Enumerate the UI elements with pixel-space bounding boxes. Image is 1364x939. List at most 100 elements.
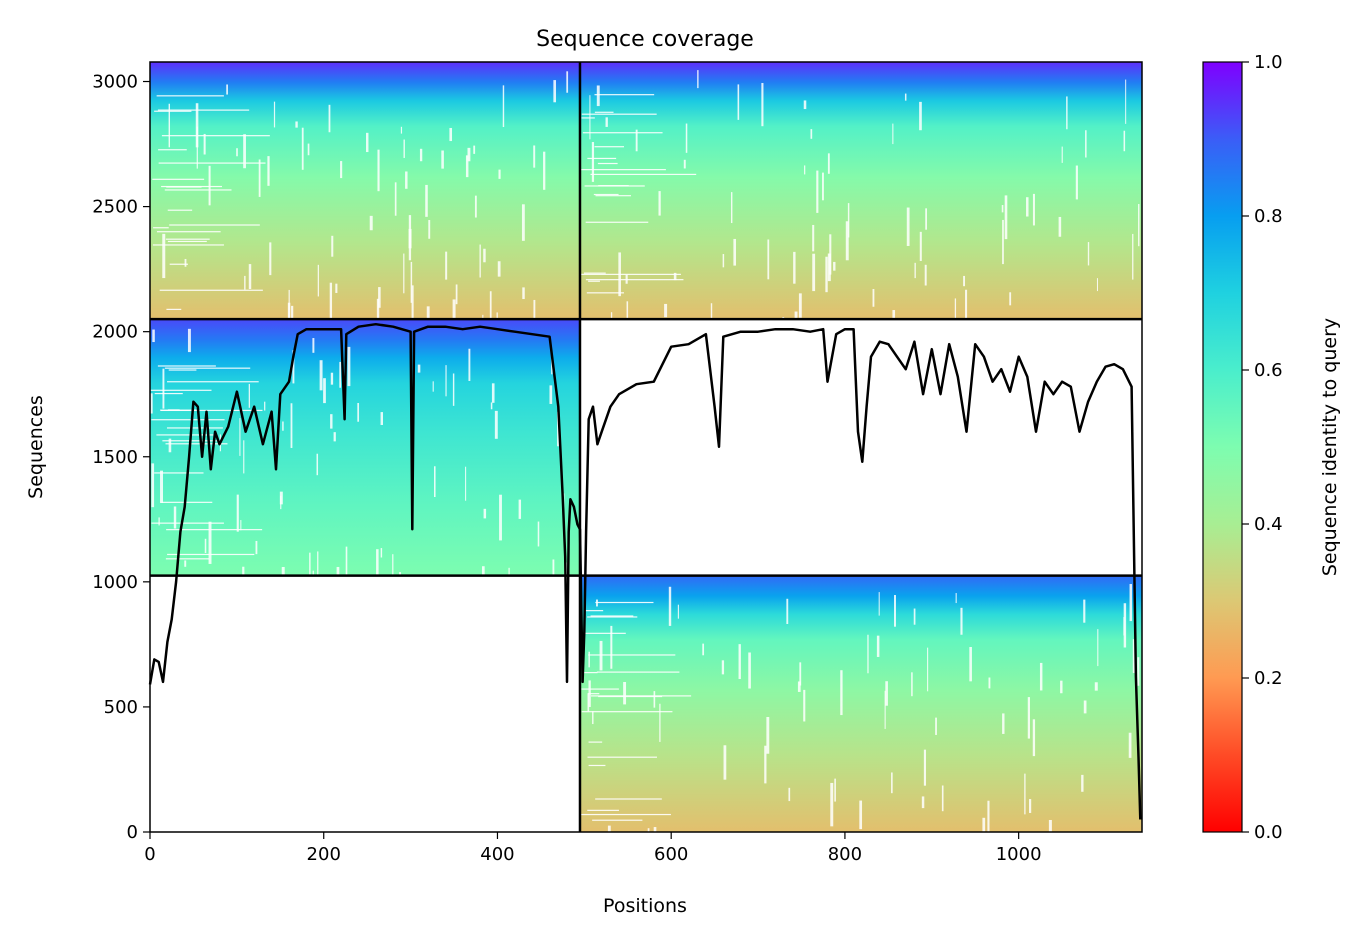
y-tick-label: 500: [104, 697, 138, 718]
coverage-gap: [894, 595, 896, 627]
coverage-gap: [1066, 96, 1068, 130]
coverage-gap-row: [161, 135, 270, 137]
coverage-gap: [403, 139, 405, 158]
coverage-gap-row: [580, 169, 666, 171]
coverage-gap-row: [590, 615, 634, 617]
block-bottom-right: [579, 575, 1142, 874]
coverage-gap: [673, 272, 677, 281]
coverage-gap: [794, 311, 798, 331]
x-tick-label: 0: [144, 844, 155, 865]
coverage-gap: [647, 828, 650, 874]
coverage-gap-row: [168, 369, 197, 371]
coverage-gap-row: [585, 279, 684, 281]
x-tick-label: 600: [654, 844, 688, 865]
plot-frame: [149, 61, 1143, 833]
coverage-gap-row: [583, 671, 598, 674]
coverage-gap-row: [154, 110, 192, 112]
coverage-gap: [292, 350, 295, 384]
coverage-gap: [432, 381, 434, 392]
coverage-gap: [312, 338, 315, 353]
coverage-gap: [885, 681, 888, 706]
coverage-gap: [1132, 639, 1135, 674]
coverage-gap: [491, 383, 495, 403]
coverage-gap: [307, 143, 310, 156]
coverage-gap: [988, 677, 991, 689]
block-top-left: [150, 62, 580, 349]
coverage-gap-row: [166, 308, 182, 310]
coverage-gap: [1125, 79, 1127, 124]
coverage-gap: [489, 291, 492, 331]
coverage-gap-row: [588, 693, 600, 695]
y-tick-label: 0: [127, 822, 138, 843]
coverage-gap: [329, 282, 333, 320]
coverage-gap: [921, 796, 925, 809]
coverage-gap: [596, 85, 600, 107]
coverage-gap: [723, 745, 727, 780]
x-axis-ticks: 0 200 400 600 800 1000: [144, 832, 1042, 865]
coverage-gap: [954, 298, 957, 324]
coverage-gap-row: [166, 427, 223, 429]
coverage-gap: [793, 251, 796, 284]
coverage-gap: [683, 159, 686, 169]
coverage-gap: [1060, 680, 1063, 694]
coverage-gap: [347, 346, 351, 387]
coverage-gap: [553, 80, 557, 103]
coverage-gap-row: [595, 601, 654, 604]
coverage-gap: [1123, 603, 1127, 648]
colorbar-tick-label: 0.0: [1254, 822, 1283, 843]
coverage-gap: [236, 148, 238, 157]
coverage-gap: [419, 148, 423, 162]
coverage-gap-row: [161, 501, 213, 503]
coverage-gap-row: [167, 209, 193, 211]
coverage-gap-row: [580, 813, 671, 816]
coverage-gap-row: [152, 244, 224, 246]
y-tick-label: 3000: [92, 72, 138, 93]
coverage-gap: [483, 508, 487, 519]
coverage-gap: [552, 559, 555, 580]
coverage-gap-row: [582, 132, 663, 134]
coverage-gap-row: [594, 94, 655, 96]
coverage-gap: [267, 156, 270, 186]
coverage-gap: [816, 170, 819, 213]
coverage-gap: [452, 373, 455, 406]
coverage-blocks: [150, 62, 1142, 874]
coverage-gap: [605, 117, 608, 127]
colorbar-label: Sequence identity to query: [1319, 318, 1341, 576]
coverage-gap: [151, 463, 155, 508]
coverage-gap: [498, 169, 501, 179]
coverage-gap: [1123, 130, 1126, 152]
coverage-gap: [845, 221, 849, 261]
coverage-gap: [184, 258, 187, 267]
coverage-gap: [400, 126, 403, 134]
coverage-gap: [1004, 195, 1008, 240]
coverage-gap: [913, 608, 916, 625]
coverage-gap-row: [594, 111, 614, 113]
coverage-gap: [892, 123, 894, 145]
x-tick-label: 800: [828, 844, 862, 865]
coverage-gap: [533, 299, 536, 334]
coverage-gap: [291, 305, 294, 327]
coverage-gap-row: [161, 185, 222, 188]
coverage-gap: [279, 491, 283, 505]
coverage-gap: [236, 494, 239, 532]
coverage-gap: [884, 690, 886, 729]
coverage-gap: [467, 147, 471, 162]
coverage-gap: [1129, 584, 1132, 622]
y-tick-label: 2500: [92, 197, 138, 218]
coverage-gap: [1058, 216, 1062, 237]
coverage-gap: [1138, 204, 1140, 247]
block-bottom-right-fill: [579, 575, 1142, 832]
coverage-gap: [738, 644, 741, 679]
coverage-gap: [982, 817, 986, 836]
coverage-gap-row: [159, 289, 263, 291]
coverage-gap-row: [164, 367, 251, 369]
coverage-gap-row: [167, 553, 255, 556]
coverage-gap: [158, 517, 160, 526]
coverage-gap: [403, 253, 405, 294]
coverage-gap: [1081, 774, 1084, 792]
coverage-gap: [378, 287, 381, 308]
coverage-gap: [317, 264, 319, 297]
coverage-gap: [1096, 278, 1099, 292]
coverage-gap: [537, 521, 540, 547]
